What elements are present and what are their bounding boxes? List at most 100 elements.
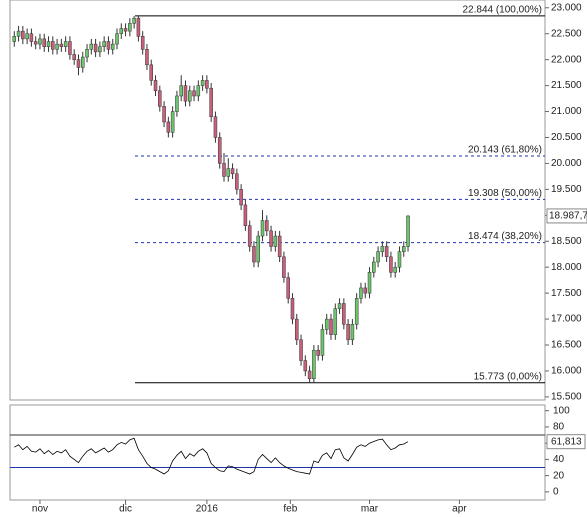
- candle-body: [89, 43, 94, 50]
- fib-label: 15.773 (0,00%): [474, 371, 542, 382]
- candle-body: [63, 41, 68, 47]
- candle-body: [188, 90, 192, 102]
- candle-body: [372, 261, 376, 273]
- candle-body: [247, 225, 252, 247]
- candle-body: [346, 324, 350, 341]
- candle-body: [179, 85, 183, 97]
- candle-body: [81, 56, 85, 68]
- candle-body: [76, 59, 81, 68]
- y-tick-label: 17.000: [551, 314, 582, 325]
- candle-body: [33, 41, 38, 45]
- candle-body: [175, 95, 179, 112]
- candle-body: [290, 298, 295, 320]
- y-tick-label: 21.500: [551, 80, 582, 91]
- candle-body: [260, 220, 265, 237]
- candle-body: [337, 303, 342, 309]
- candle-body: [68, 41, 72, 55]
- candle-body: [333, 308, 338, 335]
- x-tick-label: nov: [32, 504, 48, 515]
- candle-body: [72, 54, 76, 60]
- candle-body: [25, 33, 29, 40]
- indicator-tick-label: 40: [553, 454, 565, 465]
- candle-body: [170, 111, 175, 133]
- candle-body: [59, 43, 64, 47]
- indicator-frame: [9, 404, 546, 501]
- candle-body: [213, 116, 218, 138]
- x-tick-label: dic: [119, 504, 132, 515]
- candle-body: [98, 46, 102, 53]
- candle-body: [192, 90, 196, 97]
- candle-body: [273, 235, 278, 247]
- fib-label: 22.844 (100,00%): [462, 5, 542, 16]
- candle-body: [235, 173, 239, 190]
- indicator-last-label: 61,813: [551, 436, 582, 447]
- y-tick-label: 21.000: [551, 106, 582, 117]
- candle-body: [153, 80, 158, 92]
- candle-body: [85, 49, 89, 58]
- fib-label: 20.143 (61,80%): [468, 145, 542, 156]
- y-tick-label: 17.500: [551, 288, 582, 299]
- candle-body: [205, 80, 209, 89]
- candle-body: [166, 121, 171, 133]
- candle-body: [12, 36, 17, 42]
- candle-body: [149, 64, 153, 81]
- y-tick-label: 16.000: [551, 366, 582, 377]
- candle-body: [123, 28, 128, 32]
- candle-body: [350, 324, 355, 341]
- candle-body: [158, 90, 162, 107]
- candle-body: [397, 251, 402, 268]
- candle-body: [29, 33, 34, 42]
- y-tick-label: 22.000: [551, 54, 582, 65]
- candle-body: [299, 339, 303, 361]
- y-tick-label: 22.500: [551, 28, 582, 39]
- indicator-tick-label: 0: [553, 487, 559, 498]
- candle-body: [145, 49, 149, 66]
- candle-body: [140, 36, 145, 50]
- candle-body: [367, 272, 372, 294]
- candle-body: [354, 298, 359, 325]
- y-tick-label: 18.000: [551, 262, 582, 273]
- candle-body: [106, 41, 111, 50]
- x-tick-label: feb: [283, 504, 297, 515]
- candle-body: [256, 235, 260, 263]
- candle-body: [295, 318, 299, 341]
- candle-body: [329, 318, 333, 335]
- indicator-tick-label: 20: [553, 470, 565, 481]
- candle-body: [239, 189, 243, 206]
- candle-body: [16, 30, 21, 37]
- x-tick-label: apr: [452, 504, 467, 515]
- candle-body: [363, 287, 367, 294]
- candle-body: [243, 204, 248, 226]
- candle-body: [380, 246, 385, 252]
- y-tick-label: 20.500: [551, 132, 582, 143]
- candle-body: [406, 215, 410, 247]
- indicator-tick-label: 100: [553, 405, 570, 416]
- candle-body: [162, 106, 166, 123]
- indicator-last-box: [546, 434, 586, 450]
- indicator-line: [14, 437, 409, 475]
- y-tick-label: 18.500: [551, 236, 582, 247]
- candle-body: [217, 137, 222, 164]
- candle-body: [21, 30, 25, 40]
- candle-body: [222, 163, 226, 177]
- x-tick-label: 2016: [196, 504, 219, 515]
- candle-body: [51, 41, 55, 50]
- candle-body: [359, 287, 363, 299]
- candle-body: [252, 246, 256, 263]
- last-price-box: [546, 208, 587, 224]
- candle-body: [38, 38, 42, 45]
- candle-body: [196, 85, 201, 97]
- x-tick-label: mar: [361, 504, 379, 515]
- candle-body: [307, 370, 312, 379]
- candle-body: [316, 349, 320, 356]
- candle-body: [376, 251, 380, 263]
- candle-body: [312, 349, 316, 379]
- candle-body: [342, 303, 346, 325]
- candle-body: [230, 168, 235, 175]
- candle-body: [55, 43, 59, 50]
- candle-body: [136, 17, 141, 37]
- price-frame: [9, 0, 546, 401]
- last-price-label: 18.987,7: [549, 211, 587, 222]
- candle-body: [183, 85, 188, 102]
